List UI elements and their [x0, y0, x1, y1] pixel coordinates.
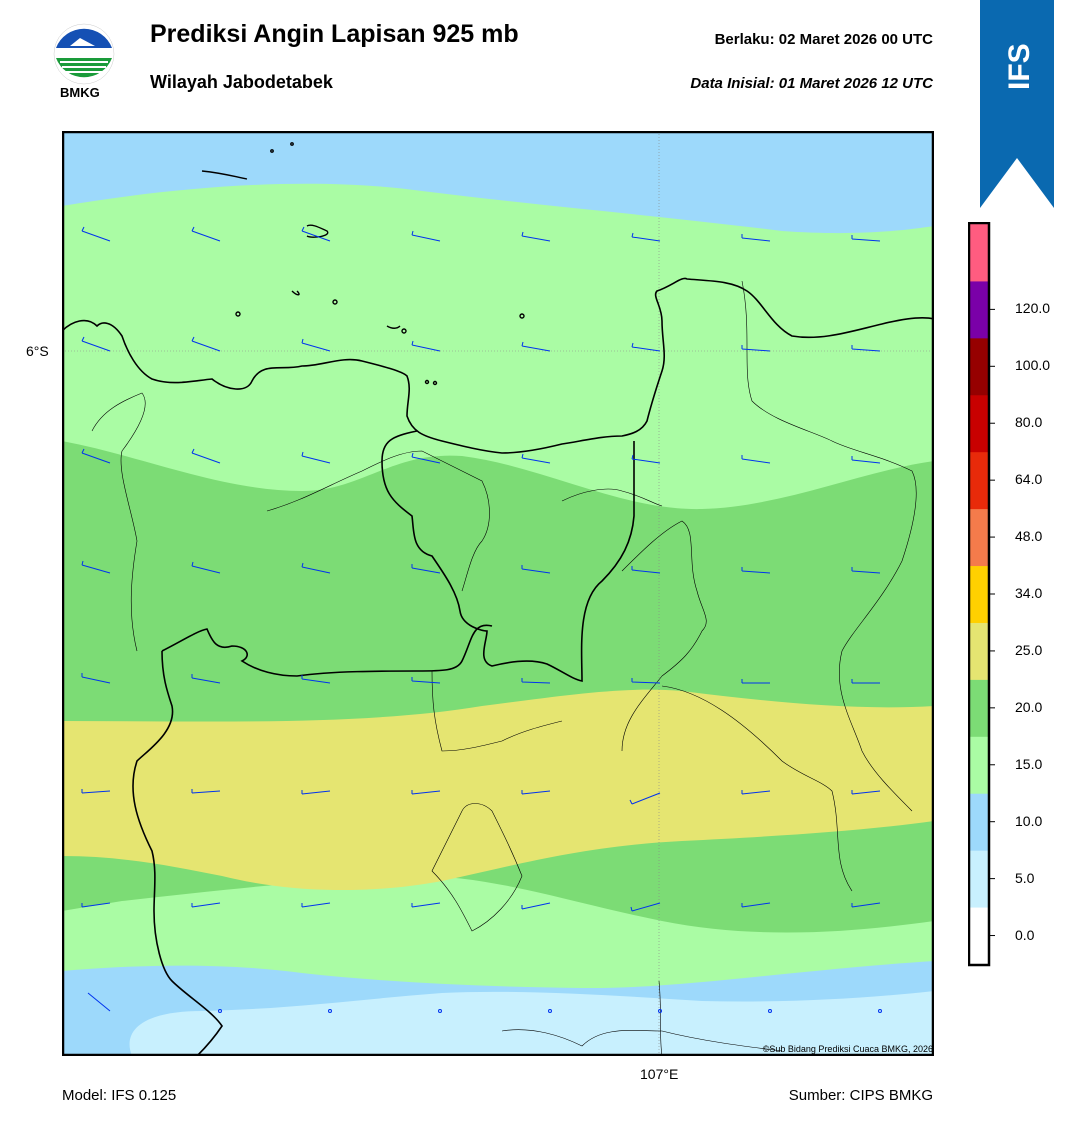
band-20-25 [62, 689, 934, 891]
colorbar-tick-label: 100.0 [1015, 357, 1051, 374]
colorbar-segment [970, 394, 988, 453]
source-label: Sumber: CIPS BMKG [788, 1087, 933, 1104]
colorbar [968, 222, 995, 967]
colorbar-segment [970, 907, 988, 965]
colorbar-segment [970, 679, 988, 737]
colorbar-segment [970, 565, 988, 623]
colorbar-segment [970, 736, 988, 794]
colorbar-segment [970, 793, 988, 851]
province-border [381, 430, 635, 682]
colorbar-segment [970, 508, 988, 567]
colorbar-tick-label: 64.0 [1015, 471, 1043, 488]
lat-label: 6°S [26, 343, 49, 359]
wind-barb-row [81, 226, 881, 242]
page-subtitle: Wilayah Jabodetabek [150, 72, 333, 92]
wind-barbs [81, 226, 882, 1013]
colorbar-tick-label: 0.0 [1015, 926, 1035, 943]
initial-time: Data Inisial: 01 Maret 2026 12 UTC [690, 75, 933, 92]
colorbar-segment [970, 280, 988, 339]
model-label: Model: IFS 0.125 [62, 1087, 177, 1104]
colorbar-tick-label: 5.0 [1015, 869, 1035, 886]
colorbar-segment [970, 451, 988, 510]
ifs-badge-label: IFS [1003, 43, 1036, 90]
colorbar-tick-label: 25.0 [1015, 641, 1043, 658]
colorbar-segment [970, 224, 988, 282]
band-0-5 [129, 991, 934, 1056]
colorbar-segment [970, 622, 988, 680]
colorbar-tick-label: 80.0 [1015, 414, 1043, 431]
wind-map [62, 131, 934, 1056]
logo-text: BMKG [60, 85, 100, 100]
bmkg-logo [53, 23, 115, 85]
map-frame [62, 131, 934, 1056]
colorbar-tick-label: 20.0 [1015, 698, 1043, 715]
colorbar-tick-label: 120.0 [1015, 300, 1051, 317]
ifs-badge [980, 0, 1054, 208]
lon-label: 107°E [640, 1066, 679, 1082]
colorbar-tick-label: 48.0 [1015, 528, 1043, 545]
page-title: Prediksi Angin Lapisan 925 mb [150, 20, 519, 48]
valid-time: Berlaku: 02 Maret 2026 00 UTC [714, 31, 933, 48]
colorbar-tick-label: 34.0 [1015, 585, 1043, 601]
coastline [62, 277, 934, 454]
colorbar-segment [970, 850, 988, 908]
colorbar-segment [970, 337, 988, 396]
colorbar-tick-label: 15.0 [1015, 755, 1043, 772]
colorbar-tick-label: 10.0 [1015, 812, 1043, 829]
map-credit: ©Sub Bidang Prediksi Cuaca BMKG, 2026 [762, 1044, 933, 1054]
